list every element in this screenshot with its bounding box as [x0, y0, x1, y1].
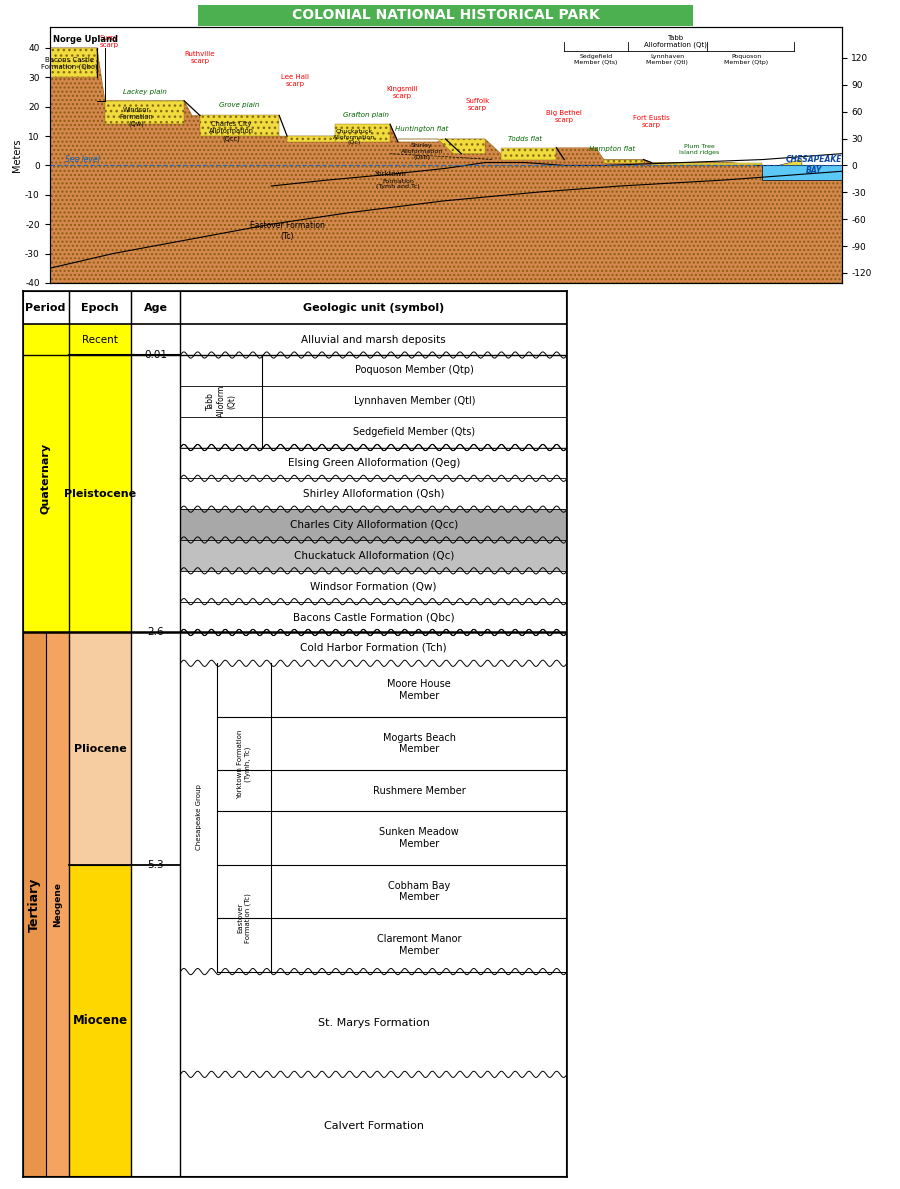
Text: Quaternary: Quaternary: [40, 442, 50, 514]
Text: Poquoson
Member (Qtp): Poquoson Member (Qtp): [724, 54, 769, 64]
Text: Pliocene: Pliocene: [74, 743, 127, 754]
Text: Recent: Recent: [82, 334, 118, 345]
Text: Cobham Bay
Member: Cobham Bay Member: [388, 881, 450, 902]
Polygon shape: [652, 163, 762, 165]
Text: Neogene: Neogene: [53, 882, 62, 927]
Text: Shirley Alloformation (Qsh): Shirley Alloformation (Qsh): [303, 489, 445, 498]
Polygon shape: [50, 48, 97, 77]
Text: Windsor Formation (Qw): Windsor Formation (Qw): [310, 581, 437, 591]
Text: Fort Eustis
scarp: Fort Eustis scarp: [633, 115, 670, 128]
Polygon shape: [762, 165, 842, 181]
Text: Sedgefield Member (Qts): Sedgefield Member (Qts): [353, 427, 475, 438]
Polygon shape: [287, 136, 335, 141]
Bar: [180, 663, 217, 971]
Text: St. Marys Formation: St. Marys Formation: [318, 1018, 429, 1028]
Text: 0.01: 0.01: [144, 350, 167, 360]
Text: Norge Upland: Norge Upland: [53, 34, 119, 44]
Text: Ruthville
scarp: Ruthville scarp: [184, 51, 215, 64]
Text: Tabb
Alloformation (Qt): Tabb Alloformation (Qt): [644, 34, 706, 49]
Text: Todds flat: Todds flat: [508, 136, 542, 141]
Bar: [46, 633, 68, 1177]
Bar: [22, 325, 68, 356]
Polygon shape: [200, 115, 279, 136]
Text: West: West: [16, 0, 46, 2]
Text: Alluvial and marsh deposits: Alluvial and marsh deposits: [302, 334, 446, 345]
Text: Lackey plain: Lackey plain: [122, 89, 166, 95]
Bar: [68, 325, 131, 356]
Text: Eastover
Formation (Tc): Eastover Formation (Tc): [238, 893, 251, 943]
Bar: [217, 864, 271, 971]
Text: Calvert Formation: Calvert Formation: [324, 1121, 424, 1131]
Text: Period: Period: [25, 303, 66, 313]
Polygon shape: [50, 48, 842, 283]
Polygon shape: [501, 147, 556, 159]
Text: Yorktown Formation
(Tymh, Tc): Yorktown Formation (Tymh, Tc): [238, 729, 251, 799]
Text: Miocene: Miocene: [73, 1014, 128, 1027]
Text: Windsor
Formation
(Qw): Windsor Formation (Qw): [120, 107, 154, 127]
Text: Poquoson Member (Qtp): Poquoson Member (Qtp): [355, 365, 473, 376]
Text: Cold Harbor Formation (Tch): Cold Harbor Formation (Tch): [301, 643, 447, 653]
Text: Tertiary: Tertiary: [28, 877, 40, 932]
Text: Sedgefield
Member (Qts): Sedgefield Member (Qts): [574, 54, 617, 64]
Text: 2.6: 2.6: [148, 628, 164, 637]
Y-axis label: Meters: Meters: [13, 138, 22, 172]
Text: Epoch: Epoch: [81, 303, 119, 313]
Bar: [68, 864, 131, 1177]
Bar: [68, 356, 131, 633]
Text: Suffolk
scarp: Suffolk scarp: [465, 97, 490, 111]
Text: Charles City
Alloformation
(Qcc): Charles City Alloformation (Qcc): [209, 121, 254, 141]
Text: Lee Hall
scarp: Lee Hall scarp: [281, 75, 309, 87]
Text: Grove plain: Grove plain: [220, 102, 260, 108]
Text: Chuckatuck
Alloformation
(Qc): Chuckatuck Alloformation (Qc): [333, 128, 375, 145]
Text: Big Bethel
scarp: Big Bethel scarp: [546, 109, 582, 122]
Text: Hampton flat: Hampton flat: [589, 146, 634, 152]
Bar: [68, 633, 131, 864]
Text: Moore House
Member: Moore House Member: [387, 679, 451, 700]
Polygon shape: [105, 101, 184, 125]
Text: East: East: [845, 0, 871, 2]
Text: COLONIAL NATIONAL HISTORICAL PARK: COLONIAL NATIONAL HISTORICAL PARK: [292, 8, 599, 23]
Bar: [180, 540, 567, 571]
Polygon shape: [604, 159, 644, 163]
Text: Lynnhaven Member (Qtl): Lynnhaven Member (Qtl): [354, 396, 475, 407]
Text: Yorktown: Yorktown: [374, 171, 406, 177]
Text: Claremont Manor
Member: Claremont Manor Member: [377, 935, 462, 956]
Text: Mogarts Beach
Member: Mogarts Beach Member: [382, 732, 455, 754]
Text: Bacons Castle Formation (Qbc): Bacons Castle Formation (Qbc): [292, 612, 454, 622]
Text: Kingsmill
scarp: Kingsmill scarp: [386, 86, 418, 99]
Text: Elsing Green Alloformation (Qeg): Elsing Green Alloformation (Qeg): [287, 458, 460, 468]
Text: Eastover Formation
(Tc): Eastover Formation (Tc): [249, 221, 325, 240]
Polygon shape: [398, 139, 485, 153]
Text: Grafton plain: Grafton plain: [343, 112, 390, 119]
Bar: [180, 356, 262, 447]
Text: Formation
(Tymh and Tc): Formation (Tymh and Tc): [376, 178, 420, 189]
Text: Pleistocene: Pleistocene: [64, 489, 136, 498]
Text: Plum Tree
Island ridges: Plum Tree Island ridges: [679, 144, 719, 156]
Text: Age: Age: [144, 303, 168, 313]
Text: 5.3: 5.3: [148, 860, 164, 869]
Text: CHESAPEAKE
BAY: CHESAPEAKE BAY: [786, 156, 842, 175]
Text: Tabb
Alloform
(Qt): Tabb Alloform (Qt): [206, 385, 236, 417]
Text: Huntington flat: Huntington flat: [395, 126, 448, 132]
Text: Chesapeake Group: Chesapeake Group: [196, 785, 202, 850]
Bar: [180, 509, 567, 540]
Text: Bacons Castle
Formation (Qbc): Bacons Castle Formation (Qbc): [41, 57, 97, 70]
Text: Chuckatuck Alloformation (Qc): Chuckatuck Alloformation (Qc): [293, 551, 454, 560]
Text: Rushmere Member: Rushmere Member: [373, 786, 465, 795]
Text: Sunken Meadow
Member: Sunken Meadow Member: [379, 828, 459, 849]
Text: Charles City Alloformation (Qcc): Charles City Alloformation (Qcc): [290, 520, 458, 529]
Polygon shape: [335, 125, 390, 141]
Text: Geologic unit (symbol): Geologic unit (symbol): [303, 303, 445, 313]
Polygon shape: [754, 159, 802, 165]
Text: Lynnhaven
Member (Qtl): Lynnhaven Member (Qtl): [646, 54, 688, 64]
Bar: [217, 663, 271, 864]
Bar: [22, 633, 46, 1177]
Text: Sea level: Sea level: [66, 155, 100, 164]
Text: Shirley
Alloformation
(Qsh): Shirley Alloformation (Qsh): [400, 144, 443, 161]
Text: Surry
scarp: Surry scarp: [99, 34, 119, 48]
Bar: [22, 325, 68, 633]
